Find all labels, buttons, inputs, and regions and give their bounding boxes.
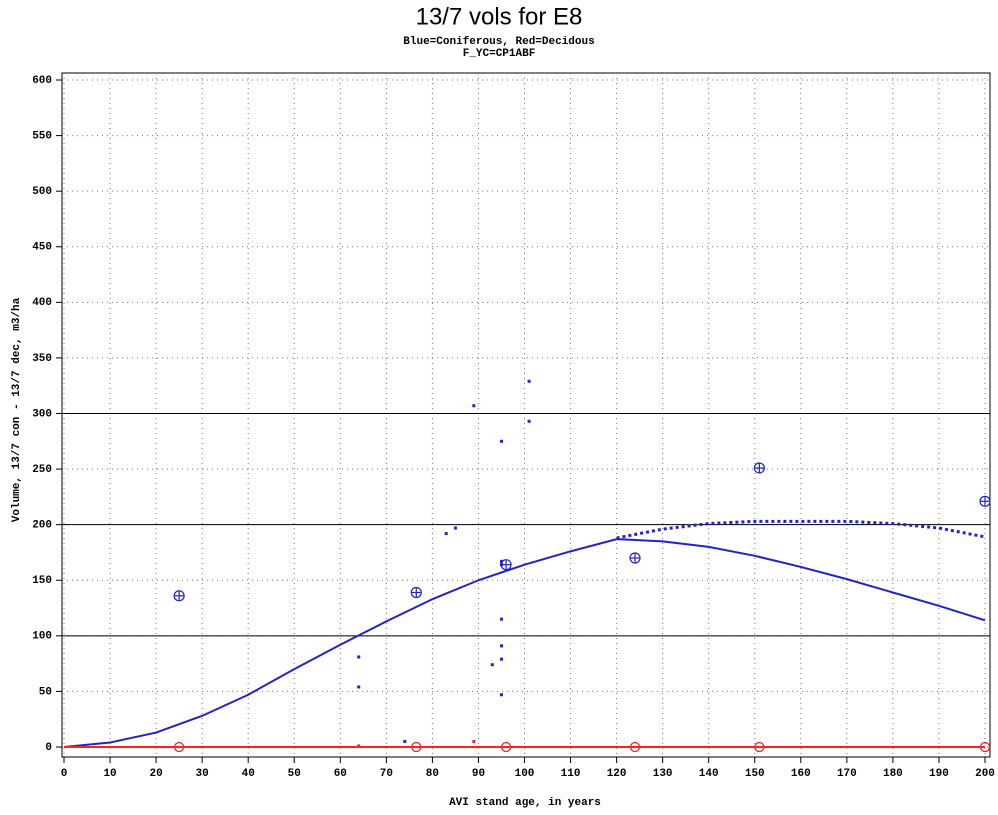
- data-point: [173, 741, 185, 753]
- data-point: [173, 590, 185, 602]
- data-line: [616, 519, 986, 540]
- x-tick-label: 20: [149, 768, 162, 780]
- x-tick-label: 150: [745, 768, 765, 780]
- y-tick-label: 600: [32, 75, 52, 87]
- data-point: [410, 586, 422, 599]
- y-tick-label: 100: [32, 631, 52, 643]
- x-tick-label: 110: [561, 768, 581, 780]
- data-point: [979, 741, 991, 753]
- data-point: [500, 741, 512, 753]
- x-tick-label: 180: [883, 768, 903, 780]
- data-point: [499, 559, 503, 563]
- x-axis-label: AVI stand age, in years: [449, 797, 601, 809]
- x-tick-label: 50: [288, 768, 301, 780]
- data-point: [472, 739, 476, 743]
- x-tick-label: 60: [334, 768, 347, 780]
- chart-title: 13/7 vols for E8: [416, 3, 583, 30]
- data-point: [753, 462, 765, 474]
- data-point: [499, 693, 503, 697]
- data-point: [499, 563, 503, 567]
- x-tick-label: 90: [472, 768, 485, 780]
- y-tick-label: 550: [32, 130, 52, 142]
- data-point: [444, 532, 448, 536]
- subtitle: F_YC=CP1ABF: [463, 48, 536, 60]
- x-tick-label: 130: [653, 768, 673, 780]
- y-tick-label: 250: [32, 464, 52, 476]
- x-tick-label: 170: [837, 768, 857, 780]
- x-tick-label: 10: [103, 768, 116, 780]
- x-tick-label: 140: [699, 768, 719, 780]
- data-point: [357, 685, 361, 689]
- data-point: [629, 741, 641, 753]
- x-tick-label: 80: [426, 768, 439, 780]
- data-point: [499, 439, 503, 443]
- y-axis-label: Volume, 13/7 con - 13/7 dec, m3/ha: [11, 297, 23, 522]
- y-tick-label: 450: [32, 242, 52, 254]
- data-point: [527, 379, 531, 383]
- data-point: [527, 419, 531, 423]
- data-point: [357, 744, 361, 748]
- y-tick-label: 200: [32, 520, 52, 532]
- data-point: [453, 526, 457, 530]
- x-tick-label: 0: [61, 768, 68, 780]
- y-tick-label: 500: [32, 186, 52, 198]
- y-tick-label: 400: [32, 297, 52, 309]
- y-tick-label: 50: [39, 686, 52, 698]
- data-point: [411, 741, 422, 753]
- data-point: [403, 739, 407, 743]
- x-tick-label: 190: [929, 768, 949, 780]
- x-tick-label: 200: [975, 768, 995, 780]
- data-point: [490, 663, 494, 667]
- y-tick-label: 0: [45, 742, 52, 754]
- y-tick-label: 300: [32, 408, 52, 420]
- subtitle: Blue=Coniferous, Red=Decidous: [403, 36, 594, 48]
- data-point: [357, 655, 361, 659]
- y-tick-label: 150: [32, 575, 52, 587]
- x-tick-label: 30: [196, 768, 209, 780]
- data-point: [629, 552, 641, 564]
- data-point: [979, 495, 991, 507]
- data-point: [754, 741, 765, 753]
- x-tick-label: 70: [380, 768, 393, 780]
- data-point: [472, 404, 476, 408]
- plot-frame: [61, 72, 991, 758]
- x-tick-label: 100: [515, 768, 535, 780]
- data-line: [63, 538, 986, 748]
- x-tick-label: 120: [607, 768, 627, 780]
- data-point: [499, 617, 503, 621]
- data-point: [499, 644, 503, 648]
- y-tick-label: 350: [32, 353, 52, 365]
- x-tick-label: 40: [242, 768, 255, 780]
- x-tick-label: 160: [791, 768, 811, 780]
- data-point: [499, 657, 503, 661]
